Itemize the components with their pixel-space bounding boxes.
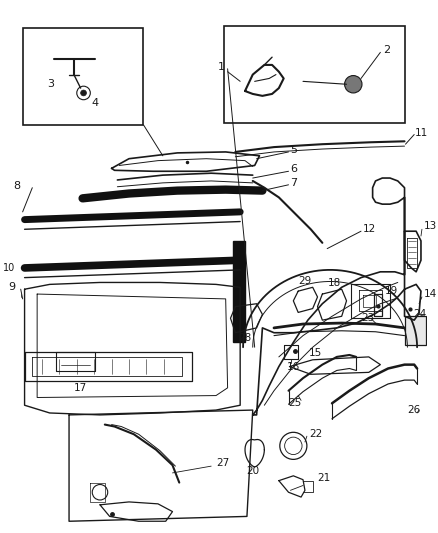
Text: 17: 17	[74, 383, 87, 393]
Text: 9: 9	[8, 282, 15, 292]
Text: 29: 29	[298, 277, 311, 286]
Bar	[23, 28, 144, 125]
Text: 2: 2	[383, 45, 390, 55]
Text: 25: 25	[289, 398, 302, 408]
Text: 15: 15	[309, 348, 322, 358]
Text: 27: 27	[216, 458, 229, 469]
Text: 1: 1	[218, 62, 225, 72]
Bar	[233, 241, 245, 342]
Text: 8: 8	[14, 181, 21, 191]
Bar	[405, 316, 426, 345]
Text: 16: 16	[286, 361, 300, 372]
Circle shape	[345, 76, 362, 93]
Text: 26: 26	[408, 405, 421, 415]
Text: 10: 10	[3, 263, 15, 273]
Text: 3: 3	[47, 79, 54, 89]
Circle shape	[81, 90, 86, 96]
Text: 6: 6	[290, 164, 297, 174]
Text: 4: 4	[91, 98, 99, 108]
Text: 18: 18	[327, 278, 341, 288]
Text: 13: 13	[424, 221, 437, 231]
Text: 5: 5	[290, 145, 297, 155]
Text: 24: 24	[413, 309, 427, 319]
Text: 14: 14	[424, 289, 437, 299]
Text: 22: 22	[309, 429, 322, 439]
Text: 12: 12	[363, 224, 376, 235]
Text: 23: 23	[361, 313, 374, 323]
Text: 11: 11	[415, 127, 428, 138]
Text: 19: 19	[385, 286, 399, 296]
Text: 20: 20	[246, 466, 259, 476]
Text: 21: 21	[318, 473, 331, 483]
Bar	[224, 26, 406, 123]
Text: 7: 7	[290, 178, 297, 188]
Text: 28: 28	[238, 333, 252, 343]
